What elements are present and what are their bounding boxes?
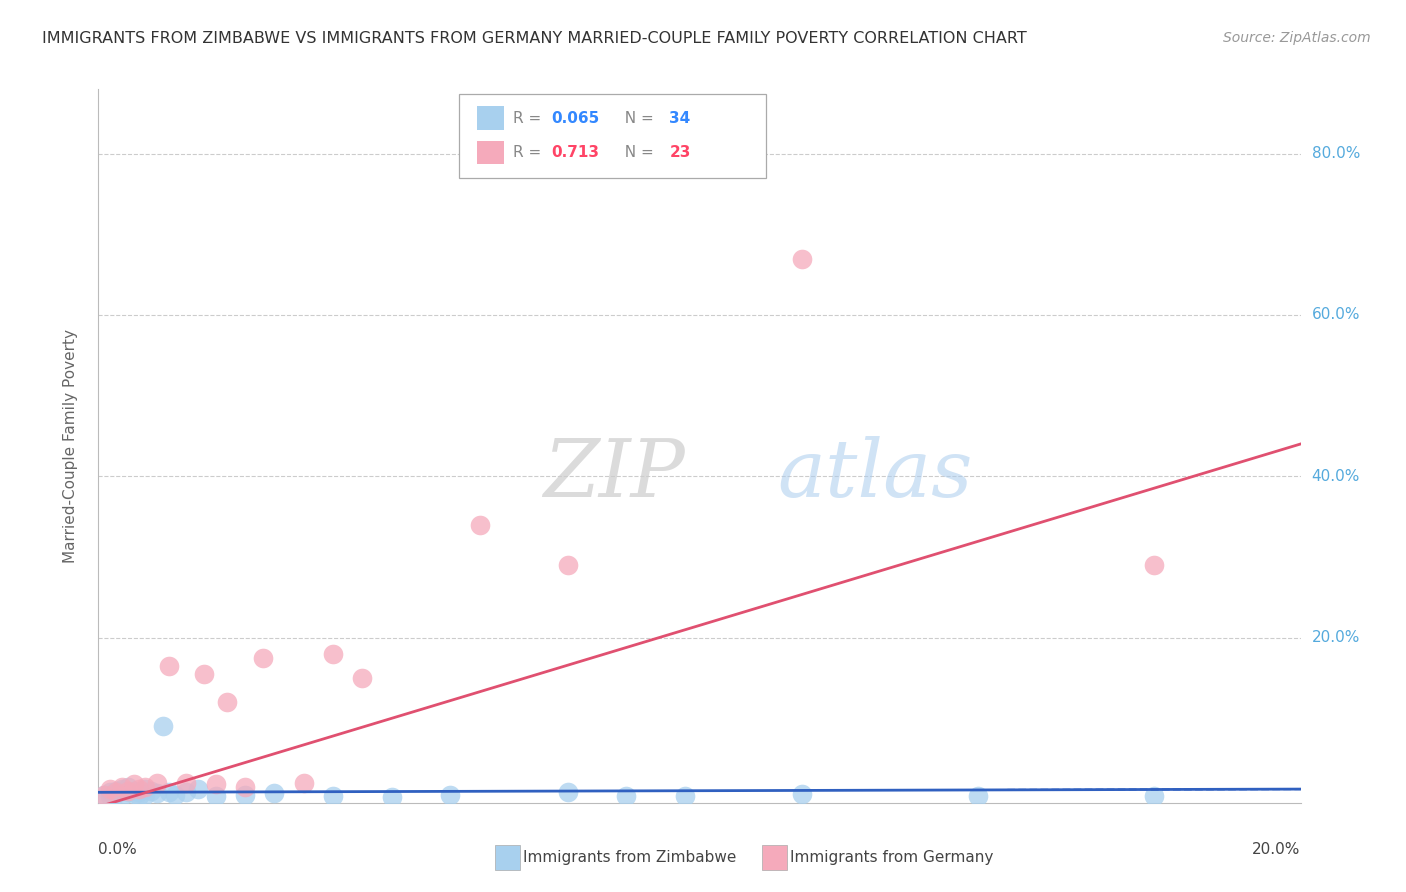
- Point: [176, 775, 198, 789]
- Text: IMMIGRANTS FROM ZIMBABWE VS IMMIGRANTS FROM GERMANY MARRIED-COUPLE FAMILY POVERT: IMMIGRANTS FROM ZIMBABWE VS IMMIGRANTS F…: [42, 31, 1026, 46]
- Point: [204, 789, 226, 804]
- Point: [134, 782, 156, 797]
- Point: [614, 789, 637, 804]
- Point: [1143, 789, 1166, 803]
- Point: [790, 787, 813, 801]
- Point: [176, 785, 198, 799]
- Point: [122, 783, 145, 797]
- Point: [105, 785, 128, 799]
- Point: [233, 788, 256, 802]
- Text: 0.713: 0.713: [551, 145, 599, 161]
- Text: atlas: atlas: [778, 436, 973, 513]
- Point: [141, 783, 163, 797]
- Point: [98, 782, 121, 797]
- Point: [157, 658, 180, 673]
- Point: [263, 786, 285, 800]
- Text: 20.0%: 20.0%: [1312, 630, 1360, 645]
- Text: R =: R =: [513, 111, 547, 126]
- Text: 40.0%: 40.0%: [1312, 468, 1360, 483]
- Point: [117, 780, 139, 794]
- Point: [468, 517, 491, 532]
- Point: [146, 786, 169, 800]
- Point: [98, 785, 121, 799]
- Point: [105, 787, 128, 801]
- Point: [187, 782, 209, 797]
- Bar: [477, 141, 503, 164]
- Point: [233, 780, 256, 794]
- Point: [105, 783, 128, 797]
- Point: [122, 777, 145, 791]
- Point: [381, 790, 404, 805]
- Point: [93, 788, 115, 802]
- Point: [292, 775, 315, 789]
- Text: Immigrants from Germany: Immigrants from Germany: [790, 850, 994, 864]
- Point: [152, 719, 174, 733]
- FancyBboxPatch shape: [458, 95, 766, 178]
- Text: N =: N =: [616, 145, 659, 161]
- Point: [252, 650, 274, 665]
- Text: ZIP: ZIP: [543, 436, 685, 513]
- Text: R =: R =: [513, 145, 547, 161]
- Point: [128, 782, 150, 797]
- Text: 34: 34: [669, 111, 690, 126]
- Point: [117, 785, 139, 799]
- Point: [128, 789, 150, 803]
- Point: [163, 788, 186, 802]
- Point: [111, 789, 134, 803]
- Point: [122, 787, 145, 801]
- Text: Source: ZipAtlas.com: Source: ZipAtlas.com: [1223, 31, 1371, 45]
- Bar: [477, 106, 503, 130]
- Text: 23: 23: [669, 145, 690, 161]
- Point: [98, 789, 121, 804]
- Point: [111, 782, 134, 797]
- Text: Immigrants from Zimbabwe: Immigrants from Zimbabwe: [523, 850, 737, 864]
- Point: [439, 788, 461, 802]
- Point: [322, 647, 344, 661]
- Point: [93, 788, 115, 802]
- Text: 60.0%: 60.0%: [1312, 308, 1360, 323]
- Point: [557, 558, 579, 572]
- Point: [790, 252, 813, 266]
- Point: [673, 789, 696, 803]
- Point: [322, 789, 344, 803]
- Point: [128, 785, 150, 799]
- Point: [217, 695, 239, 709]
- Point: [146, 775, 169, 789]
- Text: N =: N =: [616, 111, 659, 126]
- Y-axis label: Married-Couple Family Poverty: Married-Couple Family Poverty: [63, 329, 77, 563]
- Text: 20.0%: 20.0%: [1253, 842, 1301, 857]
- Point: [557, 785, 579, 799]
- Point: [134, 780, 156, 794]
- Text: 0.065: 0.065: [551, 111, 600, 126]
- Point: [117, 783, 139, 797]
- Point: [111, 780, 134, 794]
- Point: [352, 671, 374, 685]
- Text: 80.0%: 80.0%: [1312, 146, 1360, 161]
- Point: [157, 785, 180, 799]
- Point: [1143, 558, 1166, 572]
- Text: 0.0%: 0.0%: [98, 842, 138, 857]
- Point: [134, 788, 156, 802]
- Point: [193, 666, 215, 681]
- Point: [204, 777, 226, 791]
- Point: [967, 789, 990, 804]
